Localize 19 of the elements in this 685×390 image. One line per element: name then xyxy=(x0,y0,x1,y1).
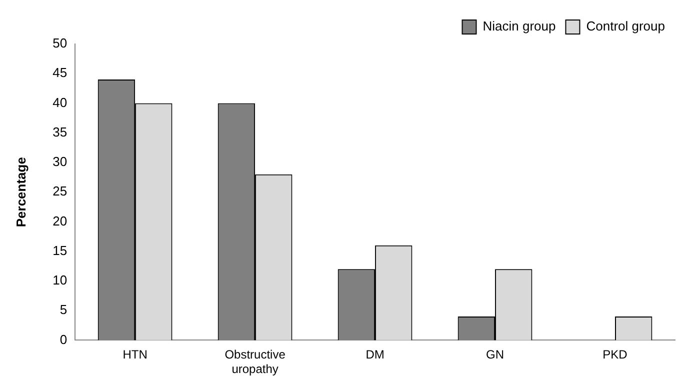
x-tick-label: Obstructive uropathy xyxy=(224,348,286,376)
y-tick-label: 35 xyxy=(52,124,68,140)
y-tick-label: 15 xyxy=(52,242,68,258)
y-tick-label: 30 xyxy=(52,154,68,170)
legend-label: Niacin group xyxy=(482,18,556,34)
legend-label: Control group xyxy=(586,18,666,34)
x-tick-label: DM xyxy=(366,348,384,362)
x-tick-label: GN xyxy=(486,348,504,362)
y-tick-label: 5 xyxy=(60,302,68,318)
y-tick-label: 0 xyxy=(60,332,68,347)
x-tick-label: PKD xyxy=(602,348,628,362)
y-tick-label: 40 xyxy=(52,94,68,110)
y-tick-label: 45 xyxy=(52,65,68,80)
y-tick-label: 20 xyxy=(52,213,68,228)
y-tick-label: 50 xyxy=(52,36,68,51)
y-axis-title: Percentage xyxy=(13,157,28,228)
y-tick-label: 10 xyxy=(52,272,68,288)
x-tick-label: HTN xyxy=(122,348,148,362)
y-tick-label: 25 xyxy=(52,184,68,199)
